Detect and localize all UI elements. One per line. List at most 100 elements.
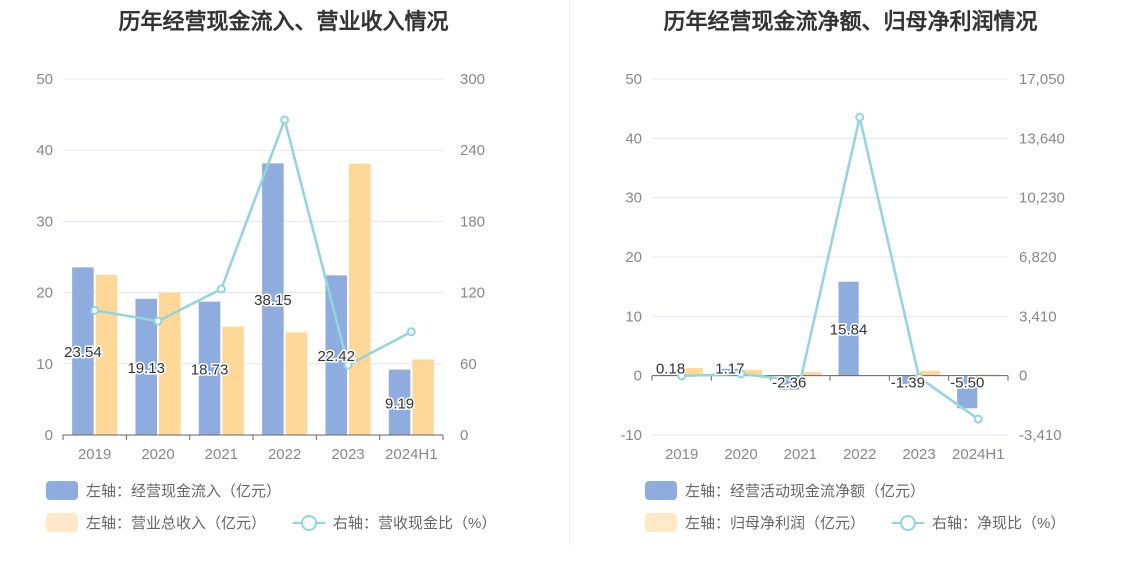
legend-swatch [645, 512, 677, 532]
bar-secondary [159, 292, 181, 435]
right-axis-tick-label: 3,410 [1019, 308, 1057, 325]
ratio-point [914, 372, 924, 382]
right-axis-tick-label: 10,230 [1019, 190, 1065, 207]
x-axis-tick-label: 2022 [268, 446, 301, 463]
ratio-point [736, 369, 746, 379]
bar-data-label: -1.39 [891, 375, 925, 392]
left-axis-tick-label: 50 [625, 71, 642, 88]
bar-secondary [801, 372, 822, 376]
legend-item-net-cash-flow[interactable]: 左轴：经营活动现金流净额（亿元） [645, 479, 925, 501]
bar-data-label: 22.42 [317, 348, 355, 365]
legend-line-swatch [293, 513, 325, 532]
x-axis-tick-label: 2021 [205, 446, 238, 463]
bar-primary [72, 267, 94, 435]
bar-data-label: 1.17 [715, 361, 744, 378]
ratio-point [677, 371, 687, 381]
bar-primary [719, 368, 740, 376]
left-chart-panel: 历年经营现金流入、营业收入情况 0 10 20 30 40 50 0 60 120 180 240 3… [36, 9, 496, 533]
left-axis-tick-label: 10 [625, 308, 642, 325]
left-axis-tick-label: 50 [36, 71, 53, 88]
x-axis-tick-label: 2022 [843, 446, 876, 463]
legend-label: 左轴：营业总收入（亿元） [86, 514, 267, 532]
x-axis-tick-label: 2023 [902, 446, 935, 463]
legend-item-revenue[interactable]: 左轴：营业总收入（亿元） [46, 511, 266, 533]
legend-swatch [645, 480, 677, 500]
right-axis-tick-label: -3,410 [1019, 427, 1062, 444]
ratio-point [973, 414, 983, 424]
bar-data-label: 38.15 [254, 292, 292, 309]
right-axis-tick-label: 180 [460, 213, 485, 230]
bar-secondary [742, 369, 763, 376]
bar-primary [262, 163, 284, 435]
left-axis-tick-label: 0 [634, 368, 642, 385]
bar-data-label: 18.73 [191, 361, 229, 378]
bar-secondary [920, 370, 941, 376]
left-axis-tick-label: 10 [36, 356, 53, 373]
legend-label: 右轴：营收现金比（%） [333, 514, 497, 532]
right-axis-tick-label: 0 [460, 427, 468, 444]
bar-primary [135, 298, 157, 435]
legend-swatch [46, 480, 78, 500]
bar-primary [325, 275, 347, 435]
legend-line-swatch [892, 513, 924, 532]
ratio-point [855, 112, 865, 122]
ratio-point [343, 360, 353, 370]
bar-secondary [682, 367, 703, 376]
x-axis-tick-label: 2020 [141, 446, 174, 463]
ratio-point [795, 376, 805, 386]
bar-data-label: 0.18 [656, 361, 685, 378]
bar-data-label: 15.84 [830, 322, 868, 339]
right-chart-panel: 历年经营现金流净额、归母净利润情况 -10 0 10 20 30 40 50 -3,410 0 3… [567, 0, 1134, 582]
x-axis-tick-label: 2023 [331, 446, 364, 463]
ratio-line [681, 117, 980, 421]
bar-primary [897, 375, 918, 384]
chart-title: 历年经营现金流净额、归母净利润情况 [663, 9, 1038, 34]
bar-primary [660, 374, 681, 376]
x-axis-tick-label: 2024H1 [385, 446, 438, 463]
x-axis-tick-label: 2024H1 [952, 446, 1005, 463]
bar-primary [838, 281, 859, 376]
legend-label: 左轴：经营现金流入（亿元） [86, 482, 282, 500]
bar-data-label: 9.19 [385, 395, 414, 412]
left-chart-plot: 0 10 20 30 40 50 0 60 120 180 240 300 2019 2020 2021 20… [36, 71, 485, 463]
bar-data-label: -2.36 [772, 375, 806, 392]
right-axis-tick-label: 0 [1019, 368, 1027, 385]
bar-primary [198, 301, 221, 435]
left-axis-tick-label: 0 [45, 427, 53, 444]
legend-item-cash-ratio[interactable]: 右轴：营收现金比（%） [293, 511, 496, 533]
bar-secondary [349, 163, 371, 435]
bar-secondary [285, 332, 308, 435]
left-axis-tick-label: -10 [620, 427, 642, 444]
x-axis-tick-label: 2021 [784, 446, 817, 463]
bar-data-label: 23.54 [64, 344, 102, 361]
right-axis-tick-label: 17,050 [1019, 71, 1065, 88]
right-axis-tick-label: 120 [460, 285, 485, 302]
x-axis-tick-label: 2019 [78, 446, 111, 463]
right-axis-tick-label: 300 [460, 71, 485, 88]
ratio-point [90, 305, 100, 315]
left-axis-tick-label: 30 [625, 190, 642, 207]
legend-label: 右轴：净现比（%） [932, 514, 1066, 532]
right-axis-tick-label: 6,820 [1019, 249, 1057, 266]
chart-title: 历年经营现金流入、营业收入情况 [118, 9, 449, 34]
left-axis-tick-label: 40 [625, 130, 642, 147]
right-axis-tick-label: 13,640 [1019, 130, 1065, 147]
right-chart-plot: -10 0 10 20 30 40 50 -3,410 0 3,410 6,820 10,230 13,… [620, 71, 1065, 463]
left-axis-tick-label: 30 [36, 213, 53, 230]
ratio-point [406, 327, 416, 337]
ratio-point [153, 316, 163, 326]
ratio-line [94, 115, 412, 367]
legend-label: 左轴：归母净利润（亿元） [685, 514, 866, 532]
legend-item-net-profit[interactable]: 左轴：归母净利润（亿元） [645, 511, 865, 533]
bar-primary [957, 375, 978, 409]
bar-secondary [222, 326, 244, 435]
bar-data-label: -5.50 [950, 375, 984, 392]
ratio-point [216, 284, 226, 294]
x-axis-tick-label: 2020 [724, 446, 757, 463]
ratio-point [280, 115, 290, 125]
legend-item-cash-inflow[interactable]: 左轴：经营现金流入（亿元） [46, 479, 281, 501]
panel-divider [569, 0, 570, 545]
legend-item-net-cash-ratio[interactable]: 右轴：净现比（%） [892, 511, 1065, 533]
legend-swatch [46, 512, 78, 532]
left-axis-tick-label: 20 [36, 285, 53, 302]
